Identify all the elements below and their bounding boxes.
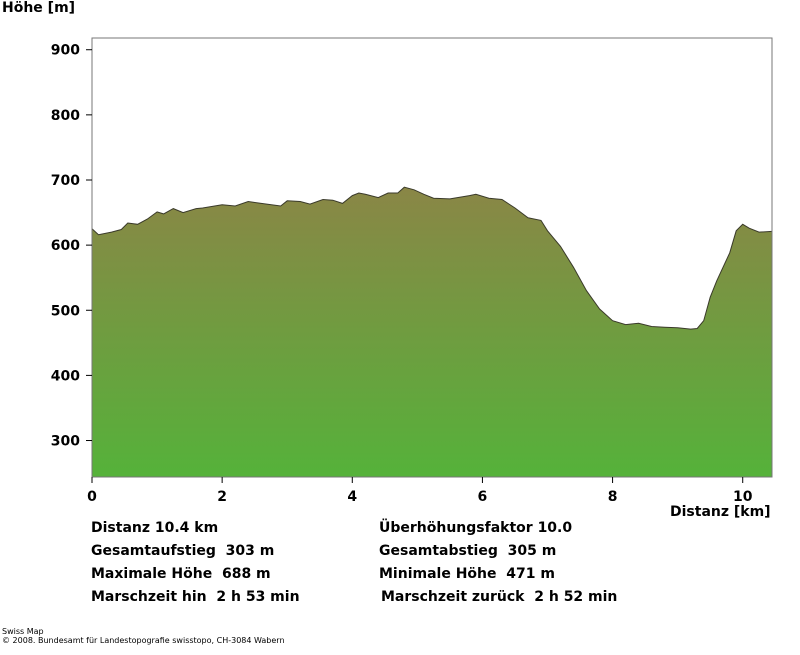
plot-frame (91, 37, 773, 478)
footer-source: Swiss Map (2, 627, 44, 636)
footer-copyright: © 2008. Bundesamt für Landestopografie s… (2, 636, 285, 645)
x-tick-label: 4 (347, 489, 357, 505)
x-axis-label: Distanz [km] (670, 504, 771, 520)
stat-gesamtabstieg: Gesamtabstieg 305 m (379, 543, 557, 559)
stat-marschzeit-zurueck: Marschzeit zurück 2 h 52 min (381, 589, 618, 605)
y-axis-label: Höhe [m] (2, 0, 76, 16)
stat-marschzeit-hin: Marschzeit hin 2 h 53 min (91, 589, 300, 605)
stat-gesamtaufstieg: Gesamtaufstieg 303 m (91, 543, 275, 559)
x-tick-label: 0 (87, 489, 97, 505)
y-tick-label: 600 (51, 238, 80, 254)
elevation-area (92, 187, 772, 477)
stat-maximale-hoehe: Maximale Höhe 688 m (91, 566, 271, 582)
x-tick-label: 6 (478, 489, 488, 505)
x-tick-label: 8 (608, 489, 618, 505)
y-tick-label: 500 (51, 303, 80, 319)
y-tick-label: 900 (51, 43, 80, 59)
y-tick-label: 800 (51, 108, 80, 124)
x-tick-label: 10 (733, 489, 753, 505)
stat-distanz: Distanz 10.4 km (91, 520, 219, 536)
elevation-chart: 300 400 500 600 700 800 900 0 2 4 6 8 10 (51, 37, 773, 505)
y-tick-label: 300 (51, 434, 80, 450)
y-tick-label: 700 (51, 173, 80, 189)
elevation-line (91, 186, 773, 330)
y-tick-label: 400 (51, 368, 80, 384)
x-tick-label: 2 (217, 489, 227, 505)
stat-ueberhoehungsfaktor: Überhöhungsfaktor 10.0 (379, 520, 573, 536)
stat-minimale-hoehe: Minimale Höhe 471 m (379, 566, 555, 582)
